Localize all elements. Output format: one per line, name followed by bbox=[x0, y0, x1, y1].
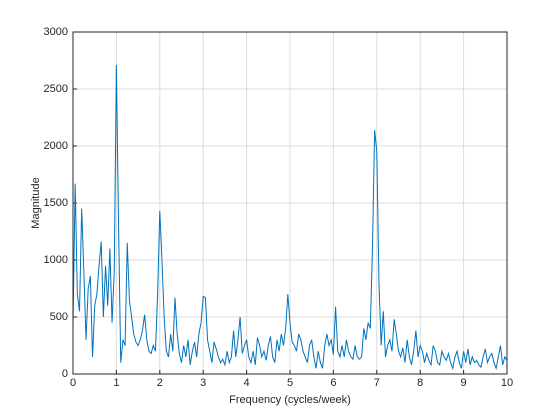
y-tick-label: 2000 bbox=[44, 140, 68, 152]
x-tick-label: 8 bbox=[417, 377, 423, 389]
x-tick-label: 6 bbox=[330, 377, 336, 389]
x-axis-label: Frequency (cycles/week) bbox=[229, 394, 351, 406]
x-tick-label: 2 bbox=[157, 377, 163, 389]
x-tick-label: 4 bbox=[244, 377, 250, 389]
x-tick-label: 3 bbox=[200, 377, 206, 389]
x-tick-label: 1 bbox=[113, 377, 119, 389]
x-tick-label: 10 bbox=[501, 377, 513, 389]
y-tick-label: 3000 bbox=[44, 26, 68, 38]
y-tick-label: 500 bbox=[50, 311, 68, 323]
x-tick-label: 0 bbox=[70, 377, 76, 389]
x-tick-label: 7 bbox=[374, 377, 380, 389]
y-tick-label: 0 bbox=[62, 368, 68, 380]
x-tick-label: 5 bbox=[287, 377, 293, 389]
x-tick-label: 9 bbox=[461, 377, 467, 389]
axes-box bbox=[72, 31, 508, 375]
y-tick-label: 2500 bbox=[44, 83, 68, 95]
data-line bbox=[72, 65, 508, 371]
y-axis-label: Magnitude bbox=[30, 177, 42, 228]
y-tick-label: 1500 bbox=[44, 197, 68, 209]
y-tick-label: 1000 bbox=[44, 254, 68, 266]
